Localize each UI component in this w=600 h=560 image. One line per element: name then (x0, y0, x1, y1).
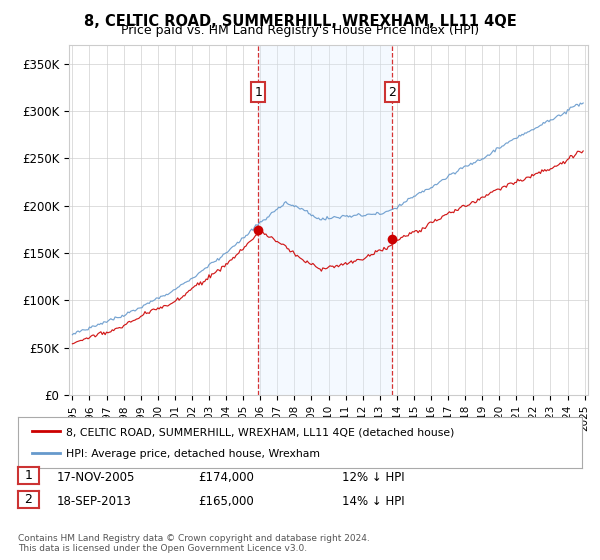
Text: 1: 1 (25, 469, 32, 482)
Text: £165,000: £165,000 (198, 494, 254, 508)
Text: Contains HM Land Registry data © Crown copyright and database right 2024.
This d: Contains HM Land Registry data © Crown c… (18, 534, 370, 553)
Text: HPI: Average price, detached house, Wrexham: HPI: Average price, detached house, Wrex… (66, 450, 320, 460)
Text: 18-SEP-2013: 18-SEP-2013 (57, 494, 132, 508)
Text: 2: 2 (25, 493, 32, 506)
Text: Price paid vs. HM Land Registry's House Price Index (HPI): Price paid vs. HM Land Registry's House … (121, 24, 479, 37)
Text: 14% ↓ HPI: 14% ↓ HPI (342, 494, 404, 508)
Text: £174,000: £174,000 (198, 470, 254, 484)
Text: 1: 1 (254, 86, 262, 99)
Text: 2: 2 (388, 86, 396, 99)
Text: 8, CELTIC ROAD, SUMMERHILL, WREXHAM, LL11 4QE (detached house): 8, CELTIC ROAD, SUMMERHILL, WREXHAM, LL1… (66, 427, 454, 437)
Text: 12% ↓ HPI: 12% ↓ HPI (342, 470, 404, 484)
Text: 17-NOV-2005: 17-NOV-2005 (57, 470, 136, 484)
Text: 8, CELTIC ROAD, SUMMERHILL, WREXHAM, LL11 4QE: 8, CELTIC ROAD, SUMMERHILL, WREXHAM, LL1… (83, 14, 517, 29)
Bar (258, 45, 392, 395)
